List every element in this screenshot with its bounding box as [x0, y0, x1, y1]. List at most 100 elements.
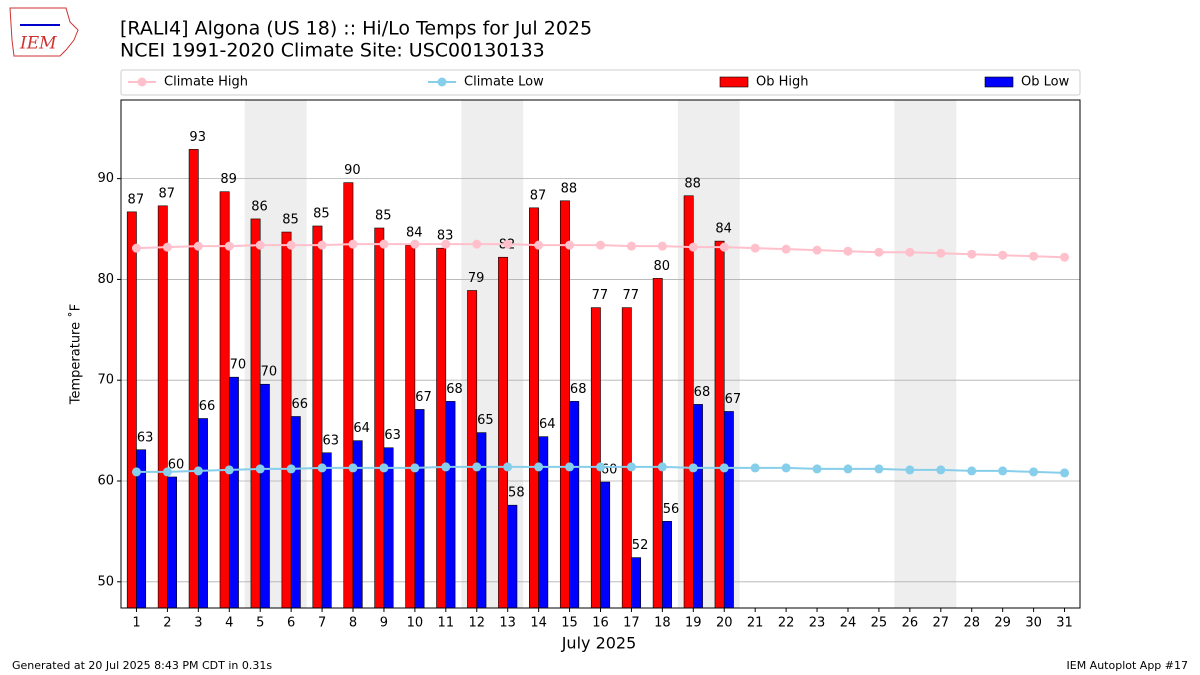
chart-subtitle: NCEI 1991-2020 Climate Site: USC00130133	[120, 40, 545, 62]
climate-marker	[719, 463, 729, 473]
climate-marker	[626, 462, 636, 472]
x-tick-label: 18	[654, 616, 671, 631]
climate-marker	[905, 247, 915, 257]
bar-label: 56	[663, 502, 680, 517]
x-tick-label: 22	[778, 616, 795, 631]
bar-label: 85	[313, 206, 330, 221]
climate-marker	[193, 466, 203, 476]
bar	[600, 481, 611, 609]
x-tick-label: 11	[438, 616, 455, 631]
bar-label: 87	[530, 188, 547, 203]
bar	[559, 200, 570, 609]
x-tick-label: 17	[623, 616, 640, 631]
x-tick-label: 15	[561, 616, 578, 631]
bar	[188, 149, 199, 609]
x-tick-label: 29	[994, 616, 1011, 631]
bar	[281, 231, 292, 609]
chart-title: [RALI4] Algona (US 18) :: Hi/Lo Temps fo…	[120, 18, 592, 40]
climate-marker	[534, 462, 544, 472]
climate-marker	[379, 463, 389, 473]
x-tick-label: 31	[1056, 616, 1073, 631]
climate-marker	[286, 464, 296, 474]
climate-marker	[998, 466, 1008, 476]
climate-marker	[472, 239, 482, 249]
x-tick-label: 7	[318, 616, 326, 631]
climate-marker	[905, 465, 915, 475]
climate-marker	[750, 243, 760, 253]
bar-label: 66	[292, 397, 309, 412]
climate-marker	[1029, 251, 1039, 261]
bar-label: 58	[508, 486, 525, 501]
bar-label: 70	[261, 365, 278, 380]
climate-marker	[688, 242, 698, 252]
x-tick-label: 20	[716, 616, 733, 631]
bar-label: 80	[653, 259, 670, 274]
climate-marker	[162, 467, 172, 477]
footer-left: Generated at 20 Jul 2025 8:43 PM CDT in …	[12, 659, 272, 672]
climate-marker	[936, 465, 946, 475]
x-tick-label: 27	[933, 616, 950, 631]
x-tick-label: 4	[225, 616, 233, 631]
x-tick-label: 13	[499, 616, 516, 631]
bar-label: 68	[570, 382, 587, 397]
bar-label: 52	[632, 538, 649, 553]
climate-marker	[286, 240, 296, 250]
bar-label: 63	[384, 428, 401, 443]
climate-marker	[131, 243, 141, 253]
climate-marker	[224, 241, 234, 251]
climate-marker	[317, 463, 327, 473]
bar-label: 84	[406, 226, 423, 241]
bar-label: 79	[468, 271, 485, 286]
legend-marker	[137, 77, 147, 87]
bar	[198, 418, 208, 609]
bar	[405, 244, 416, 609]
climate-marker	[410, 239, 420, 249]
x-tick-label: 3	[194, 616, 202, 631]
climate-marker	[441, 462, 451, 472]
climate-marker	[565, 462, 575, 472]
bar	[723, 411, 734, 609]
x-tick-label: 5	[256, 616, 264, 631]
bar-label: 77	[623, 288, 640, 303]
bar	[590, 307, 601, 609]
bar	[476, 432, 487, 609]
bar	[507, 504, 518, 609]
bar-label: 77	[592, 288, 609, 303]
x-tick-label: 2	[163, 616, 171, 631]
climate-marker	[348, 239, 358, 249]
x-tick-label: 30	[1025, 616, 1042, 631]
climate-marker	[1029, 467, 1039, 477]
climate-marker	[596, 462, 605, 472]
climate-marker	[1060, 252, 1070, 262]
climate-marker	[224, 465, 234, 475]
logo-text: IEM	[19, 34, 57, 54]
bar-label: 84	[715, 222, 732, 237]
legend-swatch	[984, 76, 1014, 88]
bar	[228, 376, 239, 609]
bar	[631, 557, 642, 609]
climate-marker	[255, 464, 265, 474]
x-tick-label: 1	[132, 616, 140, 631]
climate-marker	[688, 463, 698, 473]
climate-marker	[255, 240, 265, 250]
climate-marker	[719, 242, 729, 252]
x-tick-label: 10	[407, 616, 424, 631]
plot-frame	[120, 99, 1081, 609]
bar	[436, 247, 447, 609]
bar	[312, 225, 323, 609]
y-tick-label: 90	[97, 171, 114, 186]
bar	[219, 191, 230, 609]
bar	[498, 256, 508, 609]
bar	[693, 404, 703, 609]
climate-marker	[317, 240, 327, 250]
y-tick-label: 70	[97, 373, 114, 388]
y-tick-label: 80	[97, 272, 114, 287]
climate-marker	[131, 467, 141, 477]
legend-label: Ob Low	[1021, 75, 1070, 90]
climate-marker	[626, 241, 636, 251]
y-tick-label: 60	[97, 474, 114, 489]
bar	[569, 401, 580, 609]
bar	[652, 278, 663, 609]
climate-marker	[565, 240, 575, 250]
